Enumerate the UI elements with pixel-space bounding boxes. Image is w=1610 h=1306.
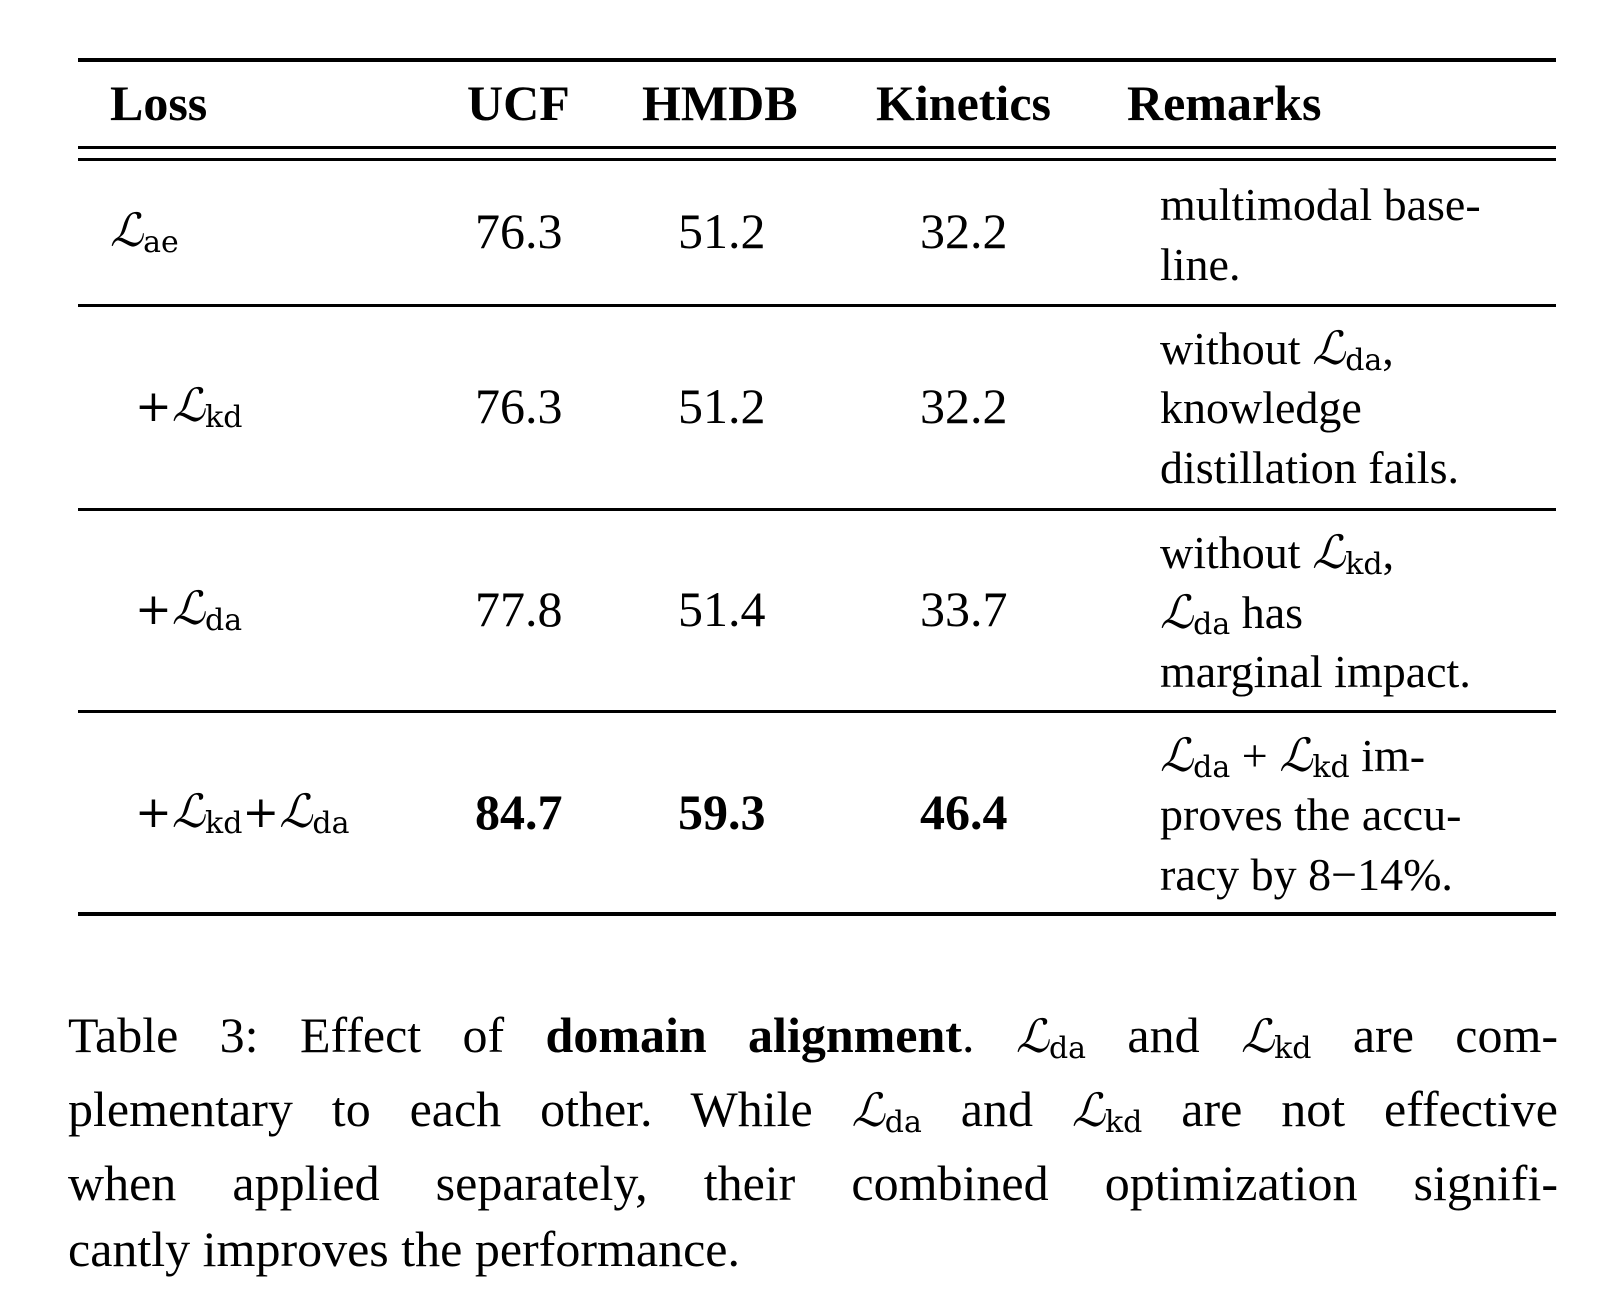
remark-line: without ℒda,: [1160, 318, 1524, 378]
header-hmdb: HMDB: [642, 75, 798, 131]
remark-plus: +: [1241, 730, 1268, 781]
plus-sign: +: [135, 584, 172, 635]
caption-math: ℒ: [1240, 1009, 1275, 1063]
row4-kinetics: 46.4: [920, 784, 1008, 840]
row1-kinetics: 32.2: [920, 203, 1008, 259]
remark-word: without: [1160, 323, 1301, 374]
row3-remarks: without ℒkd, ℒda has marginal impact.: [1160, 522, 1524, 702]
loss-symbol: ℒ: [171, 378, 206, 432]
remark-line: racy by 8−14%.: [1160, 849, 1453, 900]
table-caption: Table 3: Effect of domain alignment. ℒda…: [68, 1002, 1558, 1282]
loss-symbol: ℒ: [171, 784, 206, 838]
row-rule-3: [78, 710, 1556, 713]
remark-line: line.: [1160, 239, 1241, 290]
caption-text: and: [1086, 1007, 1241, 1063]
caption-math: ℒ: [851, 1083, 885, 1137]
caption-text: plementary to each other. While: [68, 1081, 852, 1137]
plus-sign: +: [135, 381, 172, 432]
caption-line-4: cantly improves the performance.: [68, 1221, 740, 1277]
remark-word: im-: [1361, 730, 1426, 781]
caption-text: and: [921, 1081, 1072, 1137]
row3-kinetics: 33.7: [920, 581, 1008, 637]
remark-line: distillation fails.: [1160, 442, 1459, 493]
remark-math: ℒda: [1160, 728, 1231, 785]
remark-math: ℒda,: [1312, 321, 1394, 378]
remark-math: ℒkd: [1279, 728, 1350, 785]
caption-text: are com-: [1311, 1007, 1558, 1063]
remark-line: knowledge: [1160, 382, 1362, 433]
caption-math: ℒ: [1071, 1083, 1105, 1137]
header-loss: Loss: [110, 75, 208, 131]
row1-remarks: multimodal base- line.: [1160, 175, 1524, 295]
row3-loss: +ℒda: [135, 578, 243, 638]
caption-text: are not effective: [1142, 1081, 1558, 1137]
bottom-rule: [78, 912, 1556, 916]
row4-hmdb: 59.3: [678, 784, 766, 840]
row1-loss: ℒae: [110, 200, 179, 260]
caption-math: ℒ: [1015, 1009, 1049, 1063]
caption-label: Table 3: Effect of: [68, 1007, 546, 1063]
row3-ucf: 77.8: [475, 581, 563, 637]
remark-line: without ℒkd,: [1160, 522, 1524, 582]
plus-sign: +: [242, 787, 280, 838]
remark-word: accu-: [1361, 789, 1462, 840]
row2-ucf: 76.3: [475, 378, 563, 434]
remark-word: the: [1294, 789, 1351, 840]
caption-math: kd: [1274, 1031, 1312, 1066]
header-double-rule-a: [78, 146, 1556, 149]
loss-symbol: ℒ: [110, 203, 144, 257]
row2-hmdb: 51.2: [678, 378, 766, 434]
header-remarks: Remarks: [1127, 75, 1322, 131]
loss-subscript: ae: [143, 225, 179, 260]
caption-line-2: plementary to each other. While ℒda and …: [68, 1076, 1558, 1150]
row-rule-2: [78, 508, 1556, 511]
loss-symbol: ℒ: [279, 784, 313, 838]
caption-math: da: [1048, 1031, 1087, 1066]
caption-line-1: Table 3: Effect of domain alignment. ℒda…: [68, 1002, 1558, 1076]
loss-symbol: ℒ: [171, 581, 206, 635]
remark-word: proves: [1160, 789, 1283, 840]
row4-loss: +ℒkd+ℒda: [135, 781, 350, 841]
caption-math: kd: [1105, 1105, 1143, 1140]
row2-remarks: without ℒda, knowledge distillation fail…: [1160, 318, 1524, 498]
remark-math: ℒkd,: [1312, 525, 1395, 582]
loss-subscript: kd: [205, 400, 243, 435]
remark-math: ℒda: [1160, 585, 1231, 642]
row3-hmdb: 51.4: [678, 581, 766, 637]
loss-subscript: kd: [205, 806, 243, 841]
caption-bold: domain alignment: [545, 1007, 962, 1063]
remark-word: has: [1241, 587, 1304, 638]
row1-ucf: 76.3: [475, 203, 563, 259]
top-rule: [78, 58, 1556, 62]
caption-text: .: [961, 1007, 1016, 1063]
header-double-rule-b: [78, 158, 1556, 161]
caption-line-3: when applied separately, their combined …: [68, 1155, 1558, 1211]
row2-kinetics: 32.2: [920, 378, 1008, 434]
row4-ucf: 84.7: [475, 784, 563, 840]
plus-sign: +: [135, 787, 172, 838]
header-kinetics: Kinetics: [876, 75, 1051, 131]
remark-line: multimodal base-: [1160, 179, 1481, 230]
row1-hmdb: 51.2: [678, 203, 766, 259]
caption-math: da: [884, 1105, 922, 1140]
remark-line: proves the accu-: [1160, 785, 1524, 845]
remark-line: marginal impact.: [1160, 646, 1471, 697]
remark-word: without: [1160, 527, 1301, 578]
loss-subscript: da: [205, 603, 243, 638]
header-ucf: UCF: [467, 75, 570, 131]
row-rule-1: [78, 304, 1556, 307]
remark-line: ℒda + ℒkd im-: [1160, 725, 1524, 785]
row4-remarks: ℒda + ℒkd im- proves the accu- racy by 8…: [1160, 725, 1524, 905]
row2-loss: +ℒkd: [135, 375, 243, 435]
remark-line: ℒda has: [1160, 582, 1524, 642]
loss-subscript: da: [312, 806, 350, 841]
